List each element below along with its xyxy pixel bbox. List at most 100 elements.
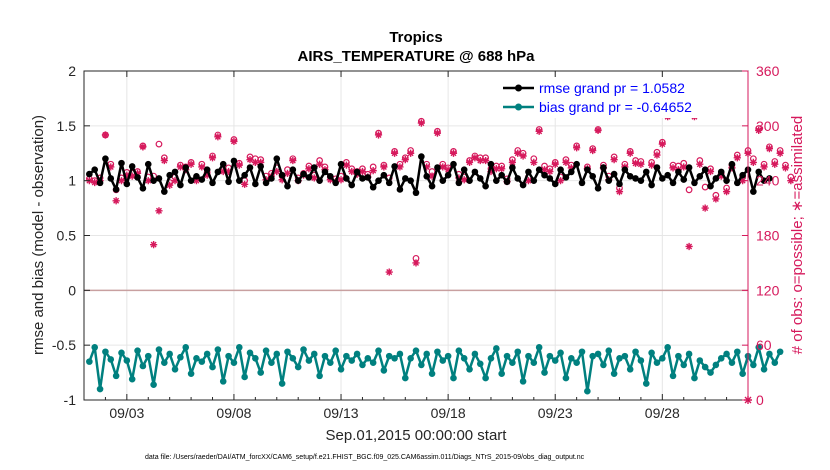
obs-assimilated-marker (358, 167, 367, 176)
obs-assimilated-marker (390, 149, 399, 157)
rmse-point (514, 175, 522, 182)
rmse-point (642, 168, 650, 176)
obs-assimilated-marker (685, 242, 693, 251)
bias-point (257, 369, 265, 376)
rmse-point (573, 160, 580, 168)
obs-assimilated-marker (273, 167, 281, 176)
obs-assimilated-marker (733, 154, 741, 162)
rmse-point (380, 171, 388, 179)
rmse-point (310, 164, 318, 171)
rmse-point (755, 168, 763, 176)
rmse-point (680, 176, 688, 183)
y-tick-label: 1 (68, 173, 76, 189)
bias-point (391, 355, 398, 362)
bias-point (750, 361, 757, 369)
obs-assimilated-marker (567, 164, 575, 172)
obs-assimilated-marker (348, 167, 356, 176)
obs-possible-marker (155, 140, 163, 148)
obs-assimilated-marker (706, 167, 715, 176)
x-tick-label: 09/23 (538, 405, 573, 421)
bias-point (284, 348, 291, 356)
rmse-point (701, 166, 709, 173)
rmse-point (476, 175, 484, 182)
bias-point (476, 360, 484, 368)
obs-assimilated-marker (439, 163, 447, 171)
rmse-point (230, 157, 238, 165)
rmse-point (139, 185, 147, 192)
y-axis-right-label: # of obs: o=possible; ∗=assimilated (789, 116, 806, 355)
obs-assimilated-marker (166, 181, 174, 189)
rmse-point (107, 175, 115, 182)
obs-assimilated-marker (482, 156, 490, 165)
rmse-point (209, 179, 216, 187)
rmse-point (525, 168, 532, 176)
bias-point (632, 348, 639, 356)
obs-assimilated-marker (107, 163, 115, 171)
bias-point (739, 370, 746, 377)
rmse-point (584, 166, 591, 173)
bias-point (653, 359, 661, 367)
obs-assimilated-marker (514, 149, 522, 157)
rmse-point (203, 166, 211, 173)
rmse-point (294, 177, 302, 184)
bias-point (600, 361, 607, 369)
bias-point (273, 350, 281, 358)
bias-point (498, 370, 505, 377)
bias-point (637, 357, 645, 364)
obs-assimilated-marker (155, 207, 163, 215)
bias-point (509, 359, 516, 367)
bias-point (680, 361, 688, 369)
obs-assimilated-marker (776, 149, 784, 157)
rmse-point (187, 177, 195, 184)
y-right-tick-label: 300 (756, 118, 780, 134)
rmse-point (364, 174, 372, 181)
y-right-tick-label: 360 (756, 63, 780, 79)
rmse-point (728, 160, 736, 168)
rmse-point (423, 172, 431, 180)
obs-assimilated-marker (508, 158, 516, 166)
obs-assimilated-marker (235, 161, 243, 169)
obs-assimilated-marker (203, 171, 211, 179)
obs-assimilated-marker (326, 176, 334, 184)
x-tick-label: 09/03 (109, 405, 144, 421)
bias-point (385, 352, 393, 360)
rmse-point (519, 181, 527, 189)
bias-point (771, 359, 779, 367)
bias-point (369, 359, 377, 367)
obs-assimilated-marker (198, 163, 206, 171)
rmse-point (557, 166, 564, 173)
bias-point (187, 370, 195, 377)
bias-point (659, 355, 666, 362)
obs-assimilated-marker (417, 119, 425, 127)
bias-point (696, 357, 704, 364)
bias-point (519, 378, 527, 385)
bias-point (487, 355, 495, 362)
rmse-point (428, 182, 436, 190)
bias-point (594, 350, 602, 358)
bias-point (567, 355, 575, 362)
bias-point (107, 356, 115, 363)
bias-point (294, 363, 302, 371)
rmse-point (198, 176, 206, 183)
y-right-tick-label: 0 (756, 392, 764, 408)
y-axis-label: rmse and bias (model - observation) (30, 115, 47, 355)
rmse-point (118, 159, 125, 167)
rmse-point (530, 177, 538, 184)
rmse-point (241, 171, 248, 179)
rmse-point (675, 168, 682, 176)
rmse-point (219, 160, 227, 168)
rmse-point (343, 175, 350, 182)
bias-point (530, 359, 538, 367)
bias-point (482, 374, 489, 382)
bias-point (439, 357, 447, 364)
rmse-point (605, 177, 613, 184)
rmse-point (246, 164, 254, 171)
rmse-point (289, 166, 297, 173)
bias-point (171, 365, 179, 373)
bias-point (321, 352, 329, 360)
rmse-point (385, 179, 393, 187)
bias-point (134, 347, 141, 354)
y-right-tick-label: 240 (756, 173, 780, 189)
series-lines-layer (86, 153, 784, 395)
obs-assimilated-marker (540, 166, 549, 174)
